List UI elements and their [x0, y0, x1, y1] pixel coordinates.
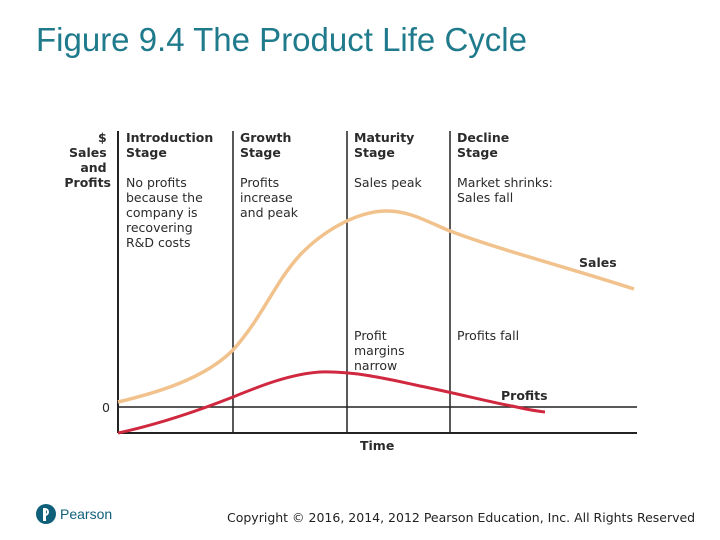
stage-note-line: Profit	[354, 328, 387, 343]
sales-curve	[117, 209, 635, 404]
copyright-notice: Copyright © 2016, 2014, 2012 Pearson Edu…	[227, 510, 696, 525]
profits-curve	[117, 370, 546, 435]
profits-curve-label: Profits	[501, 388, 548, 403]
slide-title: Figure 9.4 The Product Life Cycle	[36, 21, 527, 58]
zero-label: 0	[102, 400, 110, 415]
stage-description-growth: Profits increase and peak	[240, 175, 299, 220]
stage-description-introduction: No profits because the company is recove…	[126, 175, 207, 250]
stage-description-maturity: Sales peak	[354, 175, 423, 190]
pearson-logo: Pearson	[36, 503, 112, 525]
stage-description-line: Sales peak	[354, 175, 423, 190]
stage-description-line: and peak	[240, 205, 299, 220]
stage-title-line: Maturity	[354, 130, 414, 145]
y-axis-label-line: Profits	[64, 175, 111, 190]
stage-description-line: recovering	[126, 220, 193, 235]
stage-note-line: narrow	[354, 358, 397, 373]
y-axis-label-line: and	[80, 160, 106, 175]
stage-description-line: Market shrinks:	[457, 175, 553, 190]
stage-title-growth: Growth Stage	[240, 130, 296, 160]
y-axis-label-line: Sales	[69, 145, 107, 160]
stage-title-line: Stage	[457, 145, 498, 160]
stage-description-line: Profits	[240, 175, 279, 190]
stage-note-decline: Profits fall	[457, 328, 519, 343]
stage-description-line: increase	[240, 190, 293, 205]
stage-title-decline: Decline Stage	[457, 130, 514, 160]
stage-description-line: R&D costs	[126, 235, 190, 250]
stage-title-line: Stage	[126, 145, 167, 160]
stage-title-introduction: Introduction Stage	[126, 130, 218, 160]
stage-title-line: Decline	[457, 130, 509, 145]
stage-title-line: Introduction	[126, 130, 213, 145]
stage-title-line: Stage	[354, 145, 395, 160]
stage-description-line: company is	[126, 205, 198, 220]
stage-description-line: No profits	[126, 175, 187, 190]
stage-title-maturity: Maturity Stage	[354, 130, 419, 160]
stage-title-line: Growth	[240, 130, 291, 145]
stage-description-decline: Market shrinks: Sales fall	[457, 175, 557, 205]
stage-description-line: Sales fall	[457, 190, 513, 205]
sales-curve-label: Sales	[579, 255, 617, 270]
y-axis-label-line: $	[98, 130, 107, 145]
x-axis-label: Time	[360, 438, 394, 453]
pearson-logo-text: Pearson	[60, 506, 113, 522]
stage-description-line: because the	[126, 190, 203, 205]
y-axis-label: $ Sales and Profits	[64, 130, 111, 190]
stage-note-line: margins	[354, 343, 405, 358]
stage-note-line: Profits fall	[457, 328, 519, 343]
stage-note-maturity: Profit margins narrow	[354, 328, 409, 373]
pearson-logo-icon	[36, 504, 56, 524]
stage-title-line: Stage	[240, 145, 281, 160]
